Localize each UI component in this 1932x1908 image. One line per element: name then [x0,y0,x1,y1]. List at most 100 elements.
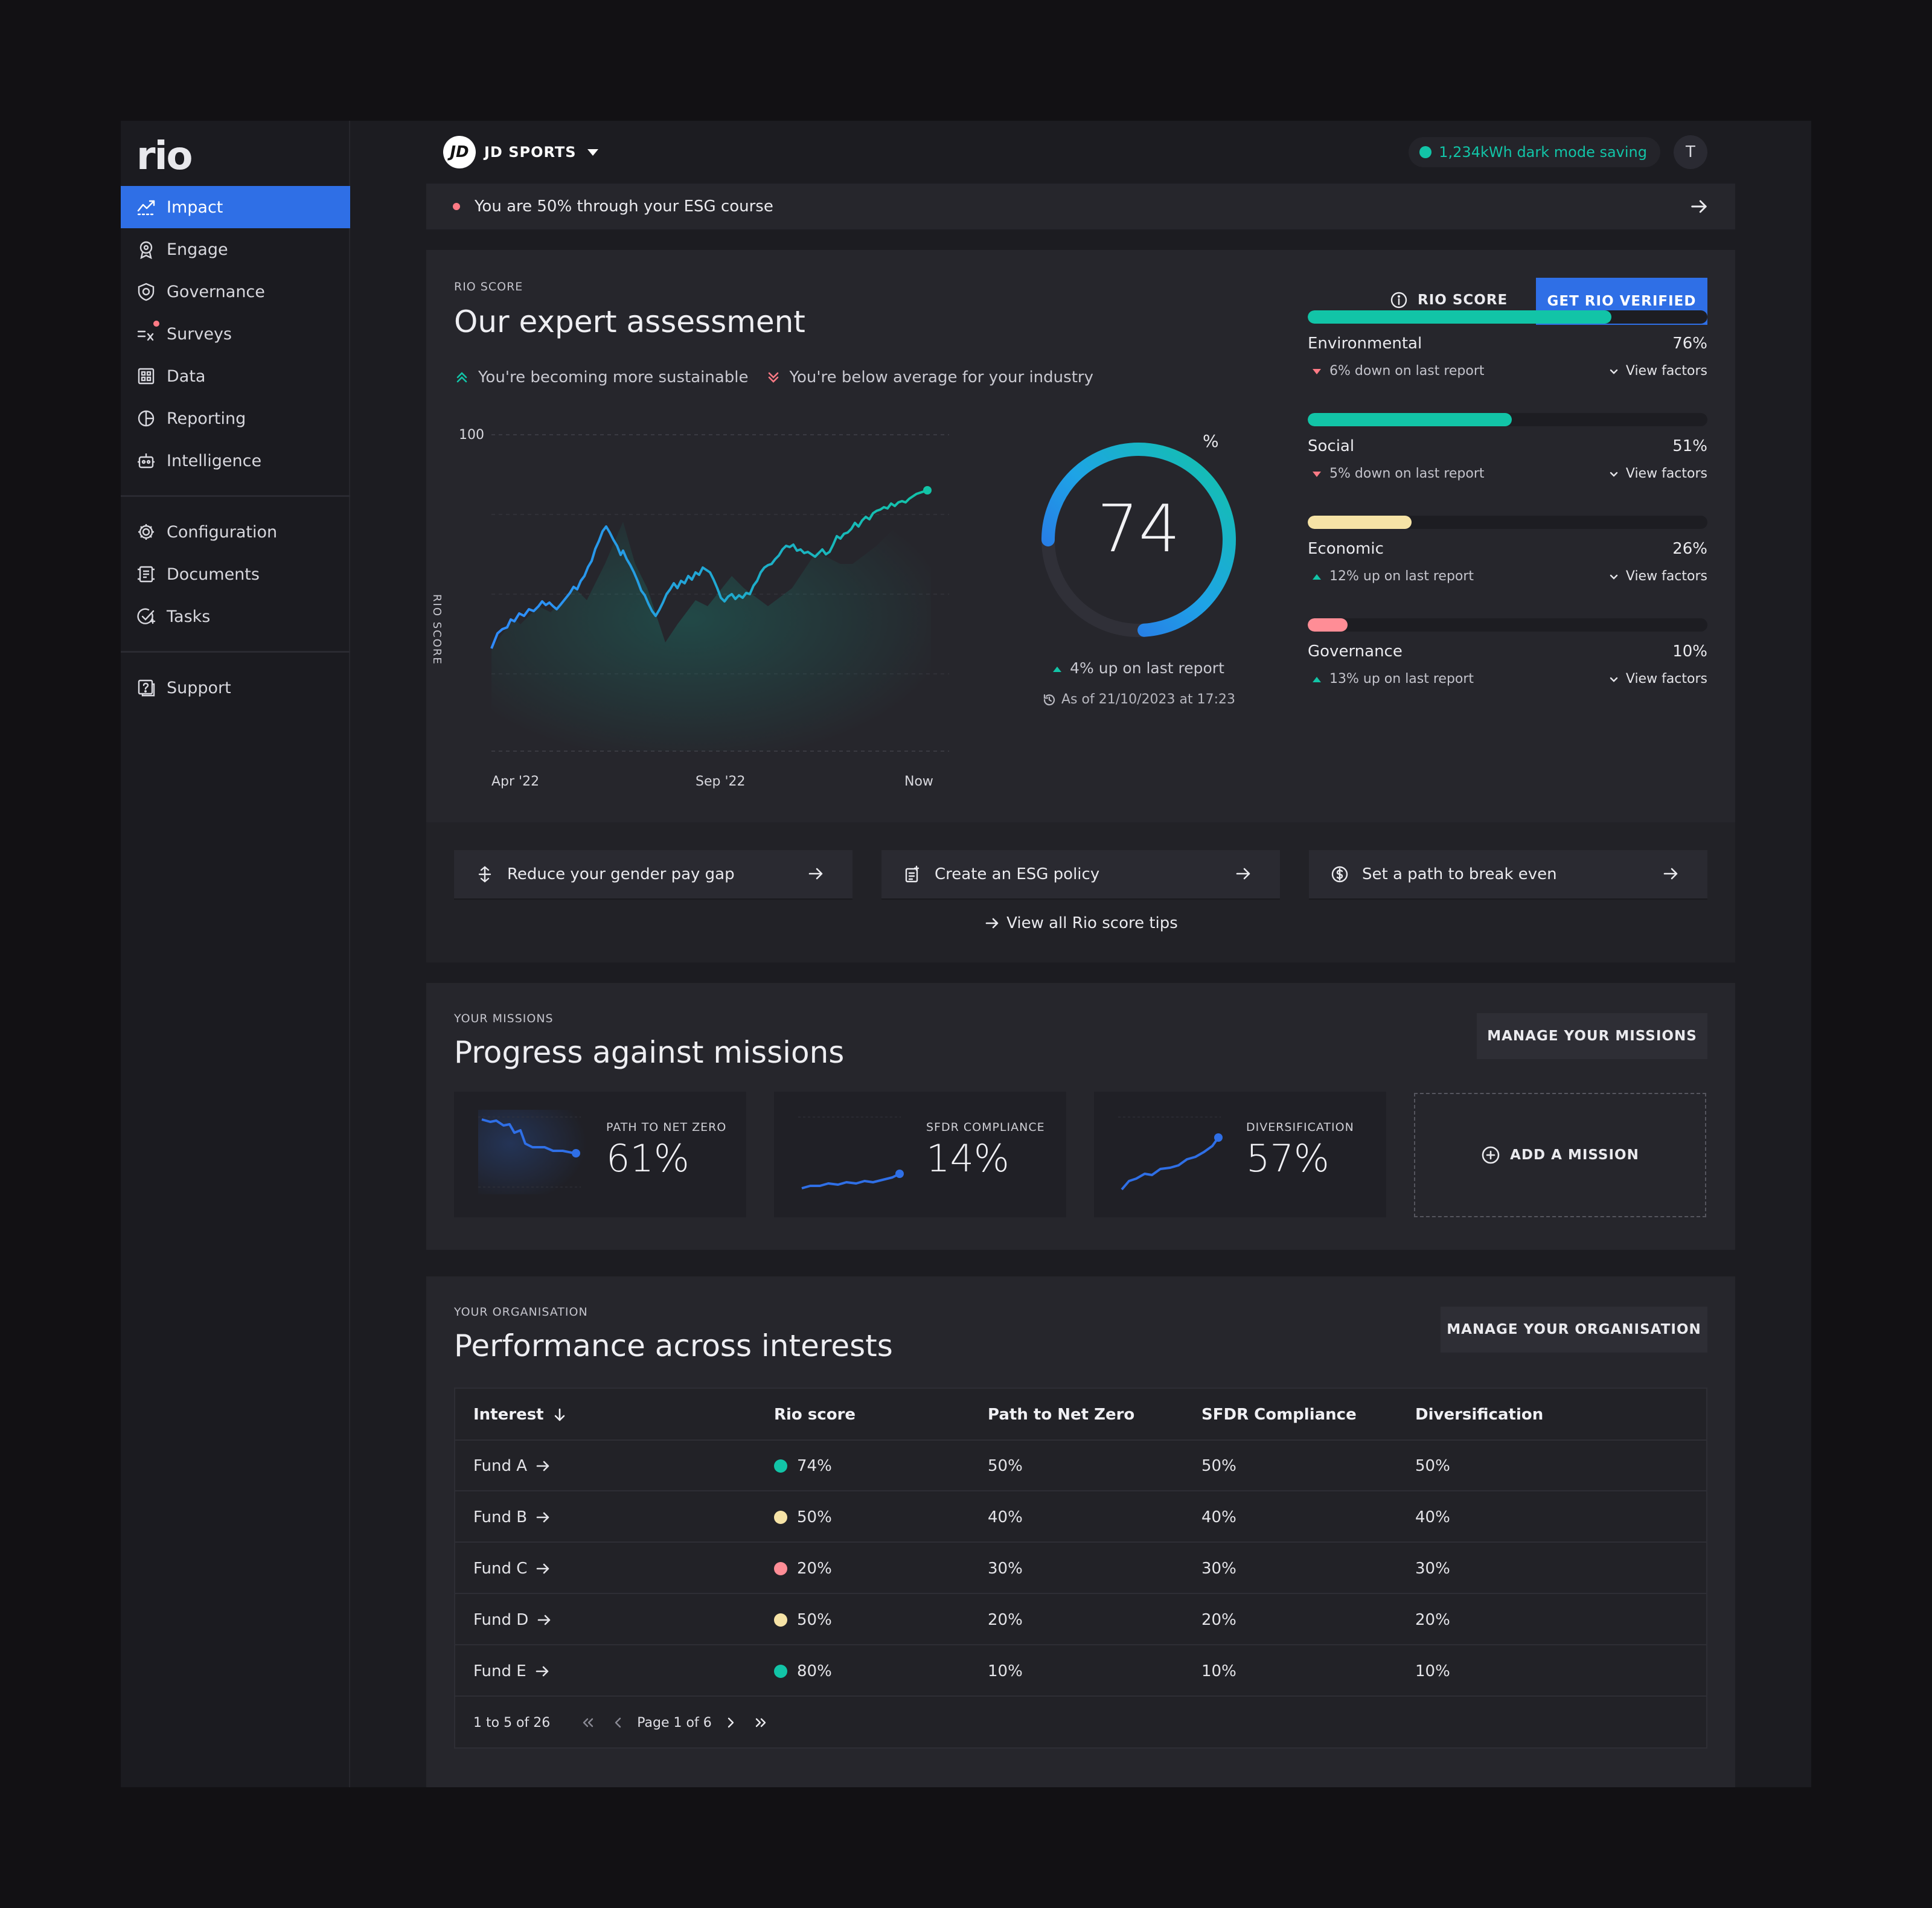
sfdr-cell: 40% [1201,1508,1236,1526]
pillar-economic: Economic 26% 12% up on last report View … [1308,516,1707,606]
triangle-up-icon [1053,666,1062,672]
table-row[interactable]: Fund E 80% 10% 10% 10% [455,1645,1706,1697]
add-mission-button[interactable]: ADD A MISSION [1414,1093,1706,1217]
sidebar-item-data[interactable]: Data [121,355,350,397]
previous-page-icon[interactable] [610,1715,626,1730]
first-page-icon[interactable] [580,1715,596,1730]
chevron-down-icon [1610,472,1618,477]
view-factors-toggle[interactable]: View factors [1608,466,1707,481]
gear-icon [135,521,157,543]
tasks-icon [135,606,157,627]
column-header-sfdr[interactable]: SFDR Compliance [1201,1405,1357,1424]
avatar[interactable]: T [1674,135,1707,169]
sidebar-item-support[interactable]: Support [121,667,350,709]
column-header-net-zero[interactable]: Path to Net Zero [988,1405,1135,1424]
current-score-point[interactable] [923,486,932,495]
banner-text: You are 50% through your ESG course [475,197,773,216]
sidebar-item-surveys[interactable]: Surveys [121,313,350,355]
status-dot [774,1561,787,1575]
pillar-name: Governance [1308,642,1403,661]
pillar-fill [1308,516,1412,529]
saving-text: 1,234kWh dark mode saving [1439,144,1647,161]
view-all-tips-link[interactable]: View all Rio score tips [426,914,1735,932]
topbar: JD JD SPORTS 1,234kWh dark mode saving T [443,135,1729,169]
view-factors-toggle[interactable]: View factors [1608,569,1707,584]
last-page-icon[interactable] [753,1715,769,1730]
arrow-right-icon [1236,868,1250,880]
org-switcher[interactable]: JD JD SPORTS [443,135,598,169]
rio-score-cell: 74% [774,1440,832,1491]
mission-tile-sfdr[interactable]: SFDR COMPLIANCE 14% [774,1092,1066,1217]
interest-cell[interactable]: Fund D [473,1594,552,1645]
table-row[interactable]: Fund A 74% 50% 50% 50% [455,1440,1706,1491]
as-of-text: As of 21/10/2023 at 17:23 [1061,692,1235,707]
sidebar-item-intelligence[interactable]: Intelligence [121,440,350,482]
interest-cell[interactable]: Fund B [473,1491,551,1543]
tip-esg-policy[interactable]: Create an ESG policy [881,850,1280,898]
pillar-value: 10% [1672,642,1707,661]
organisation-card: YOUR ORGANISATION Performance across int… [426,1276,1735,1787]
pillar-track [1308,516,1707,529]
view-factors-label: View factors [1625,363,1707,379]
pillar-environmental: Environmental 76% 6% down on last report… [1308,310,1707,401]
rio-logo[interactable]: rio [136,134,193,179]
pillar-value: 51% [1672,437,1707,455]
table-row[interactable]: Fund C 20% 30% 30% 30% [455,1543,1706,1594]
sidebar-item-reporting[interactable]: Reporting [121,397,350,440]
score-history-chart: 100 RIO SCORE Apr '22 Sep '22 Now [430,425,955,799]
mission-tile-net-zero[interactable]: PATH TO NET ZERO 61% [454,1092,746,1217]
sidebar-item-engage[interactable]: Engage [121,228,350,271]
net-zero-cell: 50% [988,1456,1023,1475]
view-factors-toggle[interactable]: View factors [1608,671,1707,687]
interest-cell[interactable]: Fund E [473,1645,551,1697]
pillar-track [1308,618,1707,632]
rio-score-info-link[interactable]: RIO SCORE [1390,291,1508,309]
next-page-icon[interactable] [723,1715,738,1730]
pillar-change-text: 6% down on last report [1329,363,1485,379]
mission-label: DIVERSIFICATION [1246,1121,1354,1134]
score-change-text: 4% up on last report [1070,659,1224,677]
section-title: Our expert assessment [454,304,805,339]
surveys-icon [135,321,159,345]
column-header-interest[interactable]: Interest [473,1389,568,1440]
pillar-change: 13% up on last report [1313,671,1474,687]
manage-organisation-button[interactable]: MANAGE YOUR ORGANISATION [1441,1307,1707,1353]
diversification-cell: 20% [1415,1610,1450,1629]
sidebar-item-label: Data [167,367,206,386]
table-row[interactable]: Fund B 50% 40% 40% 40% [455,1491,1706,1543]
sidebar-item-configuration[interactable]: Configuration [121,511,350,553]
column-header-rio-score[interactable]: Rio score [774,1405,856,1424]
pillar-fill [1308,310,1612,324]
pillar-track [1308,413,1707,426]
course-banner[interactable]: You are 50% through your ESG course [426,184,1735,229]
org-logo: JD [443,136,476,168]
manage-missions-button[interactable]: MANAGE YOUR MISSIONS [1477,1013,1707,1059]
score-unit: % [1203,431,1219,451]
interest-cell[interactable]: Fund A [473,1440,551,1491]
sidebar-item-tasks[interactable]: Tasks [121,595,350,638]
tip-break-even[interactable]: Set a path to break even [1309,850,1707,898]
column-header-diversification[interactable]: Diversification [1415,1405,1544,1424]
view-all-tips-label: View all Rio score tips [1006,914,1178,932]
score-line [490,489,928,649]
sfdr-cell: 30% [1201,1559,1236,1578]
sidebar-item-impact[interactable]: Impact [121,186,350,228]
table-row[interactable]: Fund D 50% 20% 20% 20% [455,1594,1706,1645]
arrow-right-icon [1663,868,1678,880]
sidebar-item-governance[interactable]: Governance [121,271,350,313]
score-timestamp: As of 21/10/2023 at 17:23 [1036,692,1241,707]
arrow-right-icon [985,918,999,929]
trend-down-text: You're below average for your industry [789,368,1093,386]
pillar-change-text: 12% up on last report [1329,569,1474,584]
tip-gender-pay-gap[interactable]: Reduce your gender pay gap [454,850,852,898]
sidebar-item-documents[interactable]: Documents [121,553,350,595]
mission-tile-diversification[interactable]: DIVERSIFICATION 57% [1094,1092,1386,1217]
pillar-fill [1308,413,1512,426]
net-zero-sparkline [478,1110,587,1194]
chevron-down-icon [1610,677,1618,682]
view-factors-label: View factors [1625,569,1707,584]
diversification-cell: 10% [1415,1662,1450,1680]
score-gauge [1041,443,1236,637]
interest-cell[interactable]: Fund C [473,1543,551,1594]
view-factors-toggle[interactable]: View factors [1608,363,1707,379]
